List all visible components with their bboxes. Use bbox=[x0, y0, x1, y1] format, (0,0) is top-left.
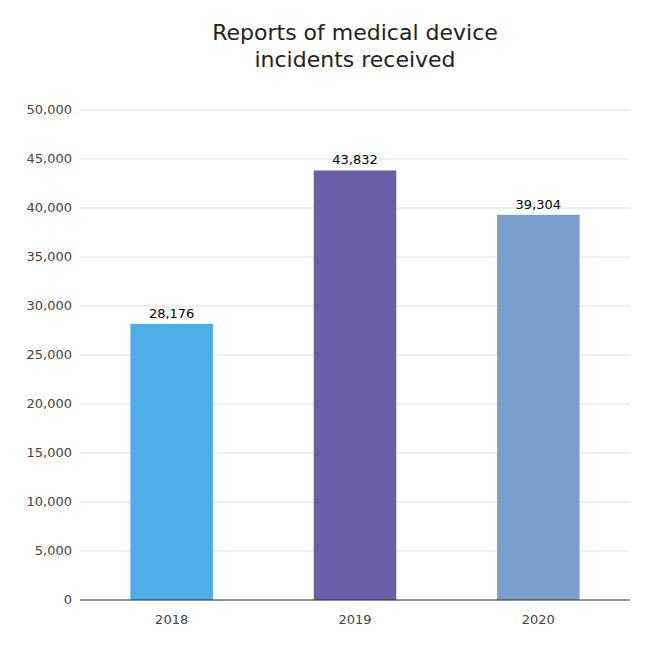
grid-line bbox=[80, 600, 630, 601]
y-tick-label: 0 bbox=[64, 592, 72, 607]
y-tick-label: 25,000 bbox=[27, 347, 73, 362]
chart: Reports of medical deviceincidents recei… bbox=[0, 0, 660, 660]
title-line: Reports of medical device bbox=[212, 20, 498, 45]
y-tick-label: 35,000 bbox=[27, 249, 73, 264]
title: Reports of medical deviceincidents recei… bbox=[212, 20, 498, 72]
data-label: 43,832 bbox=[332, 152, 378, 167]
x-axis: 2018 2019 2020 bbox=[155, 612, 555, 627]
y-tick-label: 30,000 bbox=[27, 298, 73, 313]
x-tick-label: 2018 bbox=[155, 612, 188, 627]
grid-line bbox=[80, 110, 630, 111]
y-tick-label: 45,000 bbox=[27, 151, 73, 166]
x-tick-label: 2019 bbox=[338, 612, 371, 627]
x-axis-line bbox=[80, 599, 630, 600]
bar bbox=[130, 324, 213, 600]
y-axis: 0 5,000 10,000 15,000 20,000 25,000 30,000 35,0… bbox=[27, 102, 631, 607]
y-tick-label: 5,000 bbox=[35, 543, 72, 558]
bars bbox=[130, 170, 579, 600]
bar bbox=[314, 170, 397, 600]
data-label: 39,304 bbox=[516, 197, 562, 212]
y-tick-label: 10,000 bbox=[27, 494, 73, 509]
bar bbox=[497, 215, 580, 600]
y-tick-label: 20,000 bbox=[27, 396, 73, 411]
background bbox=[0, 0, 660, 660]
data-label: 28,176 bbox=[149, 306, 195, 321]
title-line: incidents received bbox=[254, 47, 455, 72]
y-tick-label: 40,000 bbox=[27, 200, 73, 215]
x-tick-label: 2020 bbox=[522, 612, 555, 627]
y-tick-label: 15,000 bbox=[27, 445, 73, 460]
data-labels: 28,176 43,832 39,304 bbox=[149, 152, 561, 320]
y-tick-label: 50,000 bbox=[27, 102, 73, 117]
